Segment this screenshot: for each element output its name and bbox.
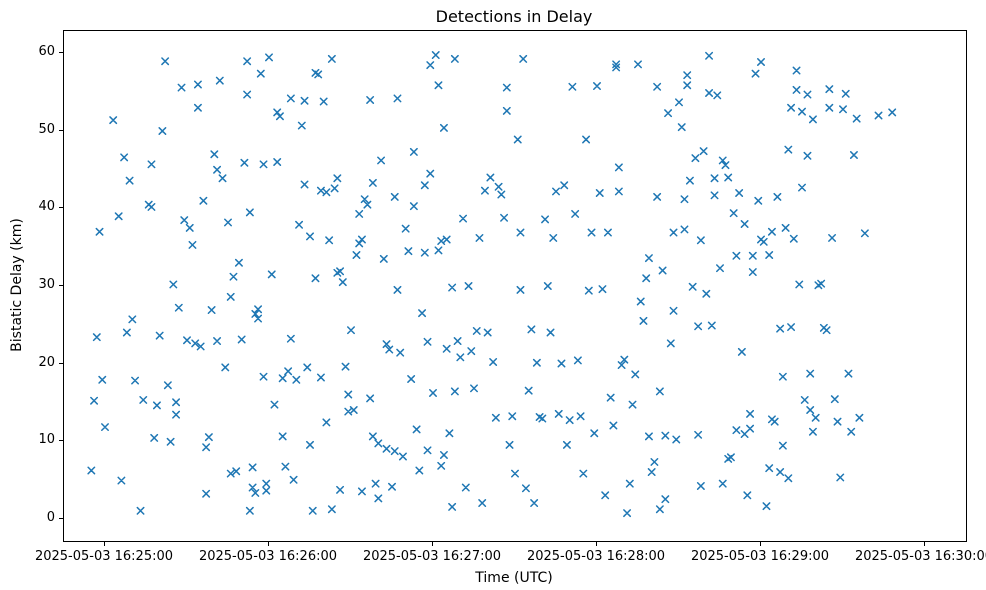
y-tick-mark <box>59 129 63 131</box>
chart-title: Detections in Delay <box>435 7 593 26</box>
x-tick-mark <box>924 542 925 546</box>
x-tick-label: 2025-05-03 16:25:00 <box>34 549 174 564</box>
x-tick-label: 2025-05-03 16:26:00 <box>198 549 338 564</box>
y-tick-mark <box>59 517 63 519</box>
y-tick-label: 0 <box>46 509 55 525</box>
y-tick-label: 30 <box>38 277 55 292</box>
x-tick-mark <box>268 542 269 546</box>
scatter-points <box>87 51 897 518</box>
y-tick-label: 20 <box>38 354 55 370</box>
scatter-layer <box>87 51 897 518</box>
y-tick-mark <box>59 207 63 209</box>
y-tick-mark <box>59 52 63 54</box>
x-axis-label: Time (UTC) <box>475 570 553 586</box>
y-tick-mark <box>59 362 63 364</box>
plot-area <box>63 30 967 542</box>
y-tick-mark <box>59 285 63 286</box>
x-tick-mark <box>760 542 761 546</box>
x-tick-mark <box>104 542 105 546</box>
x-tick-mark <box>432 542 433 546</box>
x-tick-mark <box>596 542 597 546</box>
y-tick-label: 40 <box>38 199 55 215</box>
y-tick-label: 60 <box>38 44 55 60</box>
x-tick-label: 2025-05-03 16:29:00 <box>690 549 830 564</box>
y-tick-label: 50 <box>38 121 55 137</box>
x-tick-label: 2025-05-03 16:28:00 <box>526 549 666 564</box>
y-tick-label: 10 <box>38 432 55 447</box>
y-tick-mark <box>59 440 63 441</box>
x-tick-label: 2025-05-03 16:27:00 <box>362 549 502 564</box>
x-tick-label: 2025-05-03 16:30:00 <box>854 549 986 564</box>
